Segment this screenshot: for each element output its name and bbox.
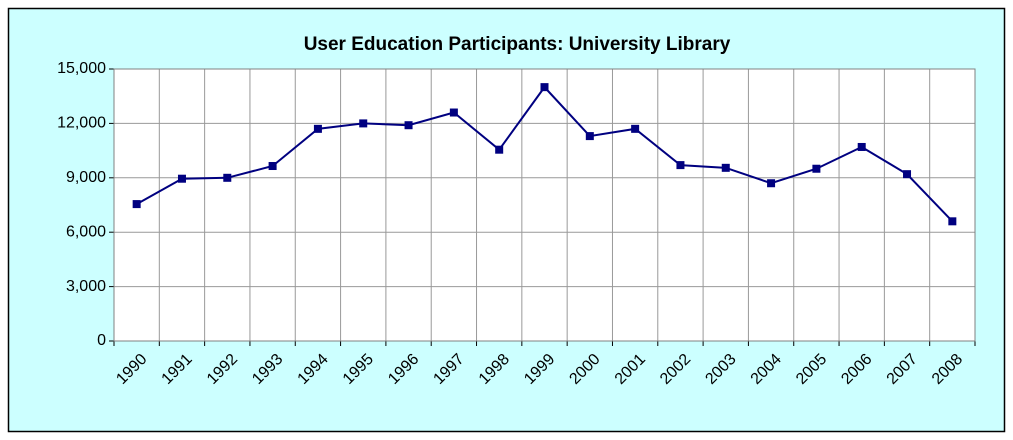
y-tick-label: 12,000 [57,115,106,132]
data-point [404,121,413,130]
y-tick-label: 6,000 [66,223,106,240]
data-point [631,124,640,133]
data-point [721,163,730,172]
data-point [857,142,866,151]
y-tick-label: 15,000 [57,60,106,77]
data-point [359,119,368,128]
data-point [948,217,957,226]
data-point [585,132,594,141]
data-point [177,174,186,183]
y-tick-label: 3,000 [66,278,106,295]
y-tick-label: 9,000 [66,169,106,186]
data-point [540,83,549,92]
chart-title: User Education Participants: University … [304,34,731,55]
plot-border [113,68,976,342]
data-point [495,145,504,154]
plot-area [114,69,975,341]
data-point [223,173,232,182]
data-point [903,170,912,179]
data-point [676,161,685,170]
data-point [132,200,141,209]
y-tick-label: 0 [97,332,106,349]
data-point [268,162,277,171]
data-point [449,108,458,117]
data-point [313,124,322,133]
data-point [767,179,776,188]
data-point [812,164,821,173]
